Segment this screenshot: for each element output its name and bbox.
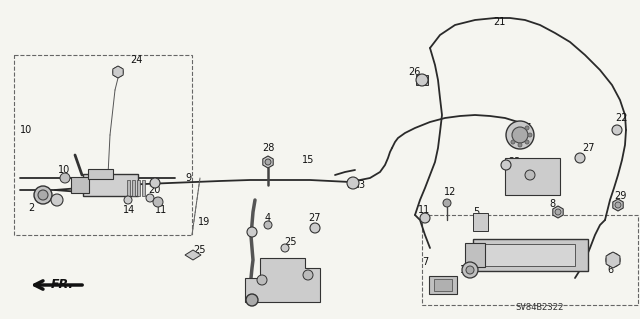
Bar — [136, 180, 140, 196]
Circle shape — [265, 159, 271, 165]
Circle shape — [525, 140, 529, 144]
Circle shape — [281, 244, 289, 252]
Text: 21: 21 — [493, 17, 506, 27]
Circle shape — [303, 270, 313, 280]
Circle shape — [512, 127, 528, 143]
Text: 10: 10 — [58, 165, 70, 175]
Circle shape — [501, 160, 511, 170]
Circle shape — [51, 194, 63, 206]
Circle shape — [416, 74, 428, 86]
Circle shape — [575, 153, 585, 163]
Bar — [422, 215, 638, 305]
Circle shape — [257, 275, 267, 285]
Polygon shape — [606, 252, 620, 268]
Text: 17: 17 — [520, 123, 532, 133]
Text: FR.: FR. — [51, 278, 74, 292]
Circle shape — [606, 253, 620, 267]
Text: 19: 19 — [198, 217, 211, 227]
Text: 27: 27 — [308, 213, 321, 223]
Text: 10: 10 — [20, 125, 32, 135]
Text: 29: 29 — [614, 191, 627, 201]
Text: 3: 3 — [358, 180, 364, 190]
Polygon shape — [553, 206, 563, 218]
Text: 2: 2 — [28, 203, 35, 213]
Circle shape — [153, 197, 163, 207]
Text: 11: 11 — [155, 205, 167, 215]
Text: 28: 28 — [262, 143, 275, 153]
Circle shape — [506, 121, 534, 149]
Text: 4: 4 — [265, 213, 271, 223]
Text: 18: 18 — [524, 160, 536, 170]
Text: 15: 15 — [302, 155, 314, 165]
Bar — [131, 180, 134, 196]
Bar — [88, 169, 113, 179]
Circle shape — [38, 190, 48, 200]
Circle shape — [518, 143, 522, 147]
Bar — [429, 276, 457, 294]
Polygon shape — [263, 156, 273, 168]
Bar — [127, 180, 129, 196]
Text: 12: 12 — [444, 187, 456, 197]
Circle shape — [246, 294, 258, 306]
Circle shape — [146, 194, 154, 202]
Text: 9: 9 — [185, 173, 191, 183]
Bar — [416, 75, 428, 85]
Text: 22: 22 — [615, 113, 627, 123]
Bar — [472, 239, 588, 271]
Text: 6: 6 — [607, 265, 613, 275]
Text: 13: 13 — [460, 265, 472, 275]
Circle shape — [247, 227, 257, 237]
Circle shape — [615, 202, 621, 208]
Circle shape — [124, 196, 132, 204]
Polygon shape — [613, 199, 623, 211]
Text: 27: 27 — [582, 143, 595, 153]
Polygon shape — [245, 258, 320, 302]
Circle shape — [511, 140, 515, 144]
Circle shape — [555, 209, 561, 215]
Text: 20: 20 — [148, 185, 161, 195]
Text: 5: 5 — [473, 207, 479, 217]
Text: 23: 23 — [295, 267, 307, 277]
Circle shape — [113, 67, 123, 77]
Text: 22: 22 — [508, 157, 520, 167]
Circle shape — [525, 126, 529, 130]
Bar — [485, 244, 575, 266]
Text: 26: 26 — [408, 67, 420, 77]
Circle shape — [310, 223, 320, 233]
Circle shape — [443, 199, 451, 207]
Bar — [434, 279, 452, 291]
Circle shape — [34, 186, 52, 204]
Bar — [472, 213, 488, 231]
Text: 25: 25 — [284, 237, 296, 247]
Polygon shape — [505, 158, 560, 195]
Circle shape — [347, 177, 359, 189]
Circle shape — [525, 170, 535, 180]
Text: 16: 16 — [248, 285, 260, 295]
Bar — [83, 174, 138, 196]
Bar — [141, 180, 145, 196]
Text: 11: 11 — [418, 205, 430, 215]
Circle shape — [264, 221, 272, 229]
Bar — [14, 55, 192, 235]
Text: 25: 25 — [193, 245, 205, 255]
Circle shape — [420, 213, 430, 223]
Circle shape — [462, 262, 478, 278]
Circle shape — [150, 178, 160, 188]
Circle shape — [466, 266, 474, 274]
Polygon shape — [185, 250, 201, 260]
Circle shape — [60, 173, 70, 183]
Bar — [71, 177, 89, 193]
Circle shape — [612, 125, 622, 135]
Circle shape — [528, 133, 532, 137]
Text: 24: 24 — [130, 55, 142, 65]
Text: 7: 7 — [422, 257, 428, 267]
Text: SV84B2322: SV84B2322 — [516, 303, 564, 313]
Text: 1: 1 — [52, 197, 58, 207]
Polygon shape — [113, 66, 123, 78]
Text: 14: 14 — [123, 205, 135, 215]
Bar — [348, 179, 358, 187]
Text: 8: 8 — [549, 199, 555, 209]
Bar — [465, 243, 485, 267]
